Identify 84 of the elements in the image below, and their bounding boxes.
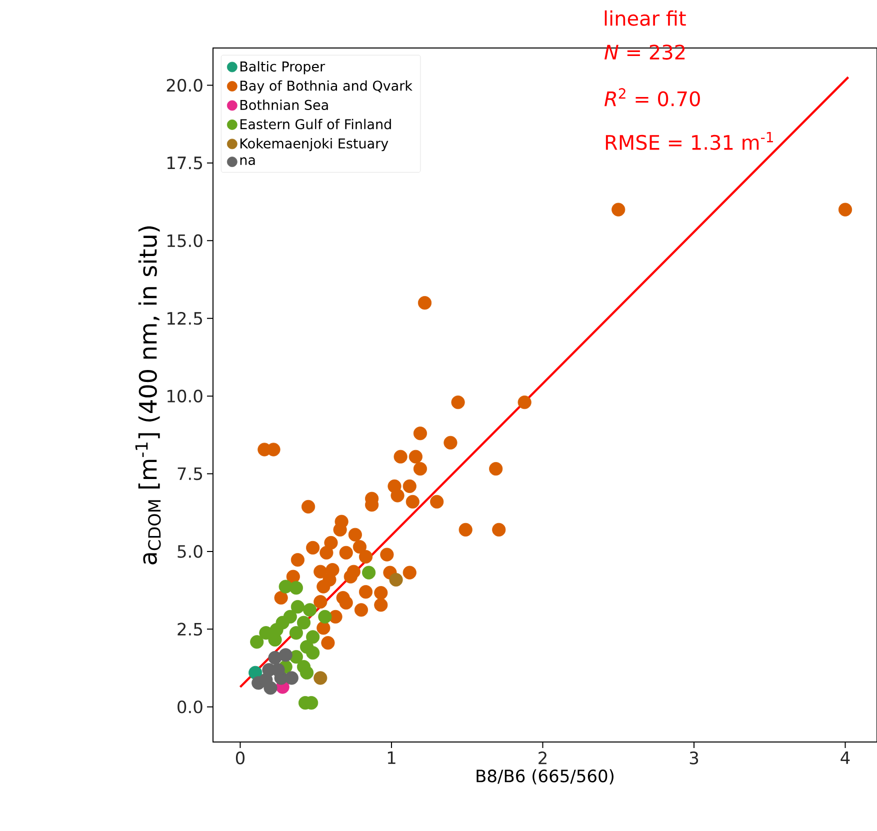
point <box>458 522 472 537</box>
point <box>374 586 388 600</box>
y-tick-label: 2.5 <box>178 622 202 636</box>
point <box>430 494 444 509</box>
point <box>314 671 328 685</box>
point <box>358 585 373 599</box>
legend-label: Baltic Proper <box>240 61 326 74</box>
x-tick-label: 0 <box>236 752 245 764</box>
point <box>316 621 330 635</box>
point <box>444 436 458 450</box>
point <box>321 636 335 650</box>
y-tick-label: 17.5 <box>168 156 202 170</box>
point <box>380 548 394 562</box>
point <box>318 610 332 624</box>
annotation: R$^{2}$ = 0.70 <box>604 88 700 106</box>
point <box>344 570 358 584</box>
point <box>394 450 408 464</box>
point <box>339 596 353 610</box>
legend-label: Eastern Gulf of Finland <box>240 118 391 130</box>
point <box>278 648 292 662</box>
point <box>352 540 367 554</box>
x-axis-title: B8/B6 (665/560) <box>476 769 614 784</box>
point <box>266 442 280 456</box>
legend-label: Bay of Bothnia and Qvark <box>240 80 412 94</box>
point <box>838 202 852 216</box>
point <box>492 522 506 537</box>
point <box>296 616 311 630</box>
point <box>300 666 314 680</box>
point <box>406 494 420 509</box>
point <box>314 564 328 578</box>
point <box>306 540 320 555</box>
point <box>402 566 416 580</box>
y-tick-label: 10.0 <box>168 390 202 403</box>
legend-label: Kokemaenjoki Estuary <box>240 138 388 152</box>
point <box>451 396 465 410</box>
x-tick-label: 4 <box>840 752 850 764</box>
point <box>489 462 503 476</box>
point <box>290 553 305 567</box>
point <box>358 550 373 564</box>
y-axis-title: a$_{CDOM}$ [m$^{-1}$] (400 nm, in situ) <box>135 226 161 564</box>
point <box>518 396 532 410</box>
point <box>408 450 422 464</box>
point <box>389 572 403 587</box>
point <box>274 590 288 605</box>
y-tick-label: 20.0 <box>166 78 202 92</box>
point <box>316 580 330 594</box>
point <box>362 566 376 580</box>
point <box>284 671 298 685</box>
point <box>268 650 282 665</box>
point <box>303 603 317 617</box>
point <box>314 595 328 609</box>
text: linear fit <box>604 10 686 26</box>
annotation: N = 232 <box>604 44 685 60</box>
point <box>259 626 273 640</box>
point <box>250 635 264 649</box>
legend-label: na <box>240 157 255 166</box>
point <box>612 202 626 216</box>
point <box>390 488 404 502</box>
x-tick-label: 2 <box>538 752 546 764</box>
point <box>402 479 416 494</box>
y-tick-label: 5.0 <box>178 545 202 558</box>
x-tick-label: 3 <box>690 752 698 764</box>
point <box>290 600 305 614</box>
y-tick-label: 15.0 <box>168 234 202 248</box>
point <box>339 546 353 560</box>
point <box>306 646 320 660</box>
point <box>348 528 362 542</box>
point <box>413 462 428 476</box>
point <box>413 426 428 440</box>
point <box>418 296 432 310</box>
annotation: RMSE = 1.31 m$^{-1}$ <box>606 132 773 150</box>
legend-label: Bothnian Sea <box>240 100 328 110</box>
point <box>333 522 347 537</box>
x-tick-label: 1 <box>388 752 396 764</box>
point <box>289 626 303 640</box>
y-tick-label: 0.0 <box>178 700 202 714</box>
point <box>354 603 368 617</box>
point <box>301 500 316 514</box>
point <box>320 546 334 560</box>
y-tick-label: 12.5 <box>168 312 202 325</box>
point <box>374 598 388 612</box>
y-tick-label: 7.5 <box>178 467 202 480</box>
point <box>306 630 320 644</box>
point <box>289 581 303 595</box>
